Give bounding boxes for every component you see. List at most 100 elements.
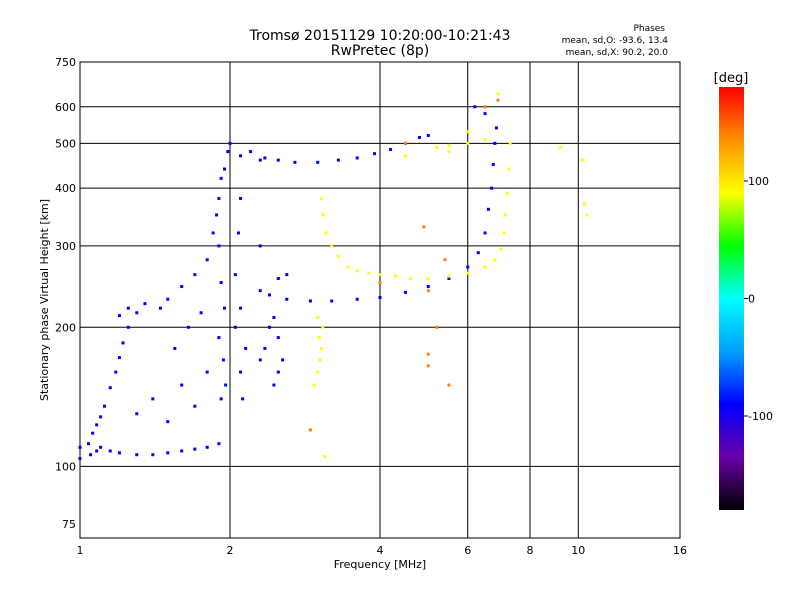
data-point xyxy=(493,141,497,145)
data-point xyxy=(378,273,382,277)
chart-subtitle: RwPretec (8p) xyxy=(331,43,429,59)
data-point xyxy=(319,346,323,350)
data-point xyxy=(426,134,430,138)
data-point xyxy=(108,449,112,453)
data-point xyxy=(263,346,267,350)
data-point xyxy=(239,154,243,158)
data-point xyxy=(91,431,95,435)
colorbar-tick-label: 0 xyxy=(748,293,755,306)
data-point xyxy=(319,196,323,200)
stats-line-x: mean, sd,X: 90.2, 20.0 xyxy=(566,48,669,58)
data-point xyxy=(426,289,430,293)
data-point xyxy=(336,254,340,258)
data-point xyxy=(502,231,506,235)
data-point xyxy=(114,370,118,374)
grid-lines xyxy=(80,62,680,538)
data-point xyxy=(583,202,587,206)
data-point xyxy=(336,158,340,162)
data-point xyxy=(126,325,130,329)
data-point xyxy=(166,451,170,455)
data-point xyxy=(317,336,321,340)
data-point xyxy=(496,92,500,96)
data-point xyxy=(417,135,421,139)
data-point xyxy=(276,370,280,374)
data-point xyxy=(217,244,221,248)
data-point xyxy=(355,156,359,160)
data-point xyxy=(95,449,99,453)
colorbar-label: [deg] xyxy=(714,71,749,86)
data-point xyxy=(585,213,589,217)
data-point xyxy=(226,150,230,154)
data-point xyxy=(258,158,262,162)
data-point xyxy=(466,271,470,275)
data-point xyxy=(276,277,280,281)
data-point xyxy=(491,163,495,167)
data-point xyxy=(108,386,112,390)
data-point xyxy=(447,277,451,281)
data-point xyxy=(323,455,327,459)
colorbar xyxy=(719,87,744,510)
data-point xyxy=(193,273,197,277)
data-point xyxy=(447,383,451,387)
data-point xyxy=(426,352,430,356)
data-point xyxy=(186,325,190,329)
stats-line-o: mean, sd,O: -93.6, 13.4 xyxy=(562,36,669,46)
data-point xyxy=(496,98,500,102)
data-point xyxy=(308,428,312,432)
data-point xyxy=(581,158,585,162)
data-point xyxy=(443,258,447,262)
data-point xyxy=(86,442,90,446)
data-point xyxy=(223,306,227,310)
data-point xyxy=(217,196,221,200)
data-point xyxy=(219,397,223,401)
data-point xyxy=(241,397,245,401)
data-point xyxy=(321,325,325,329)
data-point xyxy=(316,315,320,319)
data-point xyxy=(324,231,328,235)
data-point xyxy=(258,244,262,248)
data-point xyxy=(95,423,99,427)
data-point xyxy=(276,336,280,340)
data-point xyxy=(121,341,125,345)
data-point xyxy=(507,167,511,171)
data-point xyxy=(78,457,82,461)
data-point xyxy=(151,453,155,457)
data-point xyxy=(99,415,103,419)
data-point xyxy=(143,302,147,306)
data-point xyxy=(158,306,162,310)
data-point xyxy=(267,293,271,297)
y-axis-ticks: 75 100 200 300 400 500 600 750 xyxy=(55,56,76,531)
data-point xyxy=(166,420,170,424)
data-point xyxy=(473,105,477,109)
data-point xyxy=(215,213,219,217)
data-point xyxy=(205,258,209,262)
data-point xyxy=(426,364,430,368)
data-point xyxy=(493,258,497,262)
data-point xyxy=(166,297,170,301)
data-point xyxy=(258,358,262,362)
x-tick-label: 16 xyxy=(673,544,687,557)
data-point xyxy=(180,449,184,453)
stats-header: Phases xyxy=(633,24,665,34)
y-tick-label: 300 xyxy=(55,240,76,253)
data-point xyxy=(378,296,382,300)
data-point xyxy=(367,271,371,275)
data-point xyxy=(389,147,393,151)
data-point xyxy=(435,145,439,149)
data-point xyxy=(330,299,334,303)
x-tick-label: 2 xyxy=(227,544,234,557)
data-point xyxy=(486,207,490,211)
data-point xyxy=(408,277,412,281)
data-point xyxy=(483,105,487,109)
data-point xyxy=(558,145,562,149)
data-point xyxy=(483,137,487,141)
data-point xyxy=(263,156,267,160)
data-point xyxy=(173,346,177,350)
data-point xyxy=(435,325,439,329)
data-point xyxy=(193,447,197,451)
y-tick-label: 100 xyxy=(55,460,76,473)
data-point xyxy=(205,370,209,374)
colorbar-tick-label: 100 xyxy=(748,175,769,188)
data-point xyxy=(285,297,289,301)
data-point xyxy=(219,176,223,180)
